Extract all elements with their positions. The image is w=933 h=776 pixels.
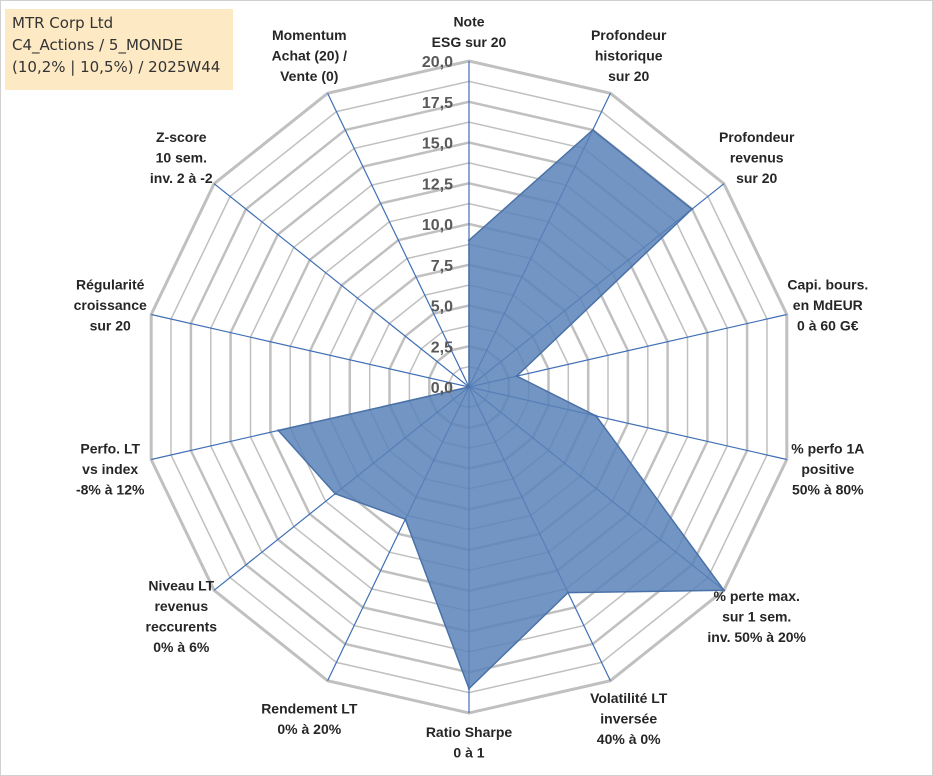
axis-label: Capi. bours. en MdEUR 0 à 60 G€ [787,277,868,334]
tick-label: 7,5 [431,258,453,275]
data-point [722,589,726,592]
radar-spoke [213,183,470,388]
radar-tick-labels: 0,0 2,5 5,0 7,5 10,0 12,5 15,0 17,5 20,0 [422,54,453,397]
radar-spoke [151,313,470,388]
data-point [467,687,471,690]
axis-label: % perte max. sur 1 sem. inv. 50% à 20% [707,588,806,645]
axis-label: Profondeur revenus sur 20 [719,129,795,186]
data-point [690,207,694,211]
axis-label: Perfo. LT vs index -8% à 12% [76,440,145,497]
tick-label: 20,0 [422,54,453,71]
data-point [404,518,407,521]
period-label: (10,2% | 10,5%) / 2025W44 [12,58,221,76]
axis-label: Régularité croissance sur 20 [74,277,147,334]
axis-label: Z-score 10 sem. inv. 2 à -2 [150,129,213,186]
data-point [467,385,471,389]
axis-label: % perfo 1A positive 50% à 80% [791,440,864,497]
axis-label: Volatilité LT inversée 40% à 0% [590,690,668,747]
data-point [334,492,337,495]
tick-label: 0,0 [431,380,453,397]
radar-spoke [327,93,470,388]
axis-label: Note ESG sur 20 [432,14,507,51]
info-box: MTR Corp Ltd C4_Actions / 5_MONDE (10,2%… [5,9,233,90]
tick-label: 5,0 [431,299,453,316]
axis-label: Profondeur historique sur 20 [591,27,667,84]
data-point [277,429,280,432]
tick-label: 15,0 [422,136,453,153]
axis-label: Ratio Sharpe 0 à 1 [426,724,513,761]
data-area [276,129,726,690]
radar-spoke [468,313,787,388]
axis-label: Momentum Achat (20) / Vente (0) [272,27,348,84]
tick-label: 17,5 [422,95,453,112]
data-point [594,414,598,418]
data-point [566,591,570,594]
tick-label: 2,5 [431,339,453,356]
tick-label: 12,5 [422,176,453,193]
portfolio-name: C4_Actions / 5_MONDE [12,36,183,54]
radar-area-group [276,128,726,690]
axis-label: Rendement LT 0% à 20% [261,700,358,737]
radar-axis-labels: Note ESG sur 20 Profondeur historique sur 20… [74,14,869,761]
axis-label: Niveau LT revenus reccurents 0% à 6% [146,578,218,656]
tick-label: 10,0 [422,217,453,234]
data-point [515,374,518,378]
company-name: MTR Corp Ltd [12,14,114,32]
data-point [467,239,471,242]
data-point [591,128,594,132]
